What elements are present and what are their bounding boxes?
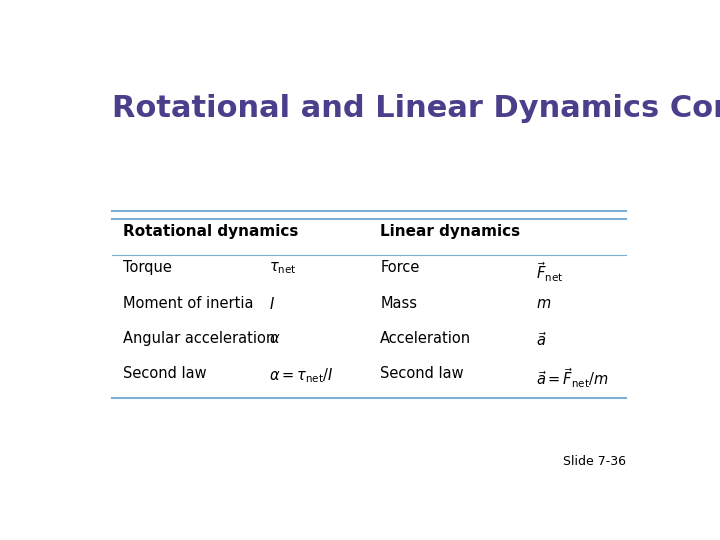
Text: $\alpha = \tau_{\rm net}/I$: $\alpha = \tau_{\rm net}/I$ <box>269 366 333 385</box>
Text: $\vec{a}$: $\vec{a}$ <box>536 331 547 349</box>
Text: Linear dynamics: Linear dynamics <box>380 224 521 239</box>
Text: Acceleration: Acceleration <box>380 331 472 346</box>
Text: Second law: Second law <box>124 366 207 381</box>
Text: $\vec{F}_{\rm net}$: $\vec{F}_{\rm net}$ <box>536 260 564 284</box>
Text: Mass: Mass <box>380 296 417 310</box>
Text: Angular acceleration: Angular acceleration <box>124 331 276 346</box>
Text: $I$: $I$ <box>269 296 274 312</box>
Text: Second law: Second law <box>380 366 464 381</box>
Text: Slide 7-36: Slide 7-36 <box>563 455 626 468</box>
Text: $\vec{a} = \vec{F}_{\rm net}/m$: $\vec{a} = \vec{F}_{\rm net}/m$ <box>536 366 609 390</box>
Text: $\alpha$: $\alpha$ <box>269 331 280 346</box>
Text: Moment of inertia: Moment of inertia <box>124 296 254 310</box>
Text: Force: Force <box>380 260 420 275</box>
Text: $m$: $m$ <box>536 296 552 310</box>
Text: Torque: Torque <box>124 260 172 275</box>
Text: $\tau_{\rm net}$: $\tau_{\rm net}$ <box>269 260 296 276</box>
Text: Rotational and Linear Dynamics Compared: Rotational and Linear Dynamics Compared <box>112 94 720 123</box>
Text: Rotational dynamics: Rotational dynamics <box>124 224 299 239</box>
